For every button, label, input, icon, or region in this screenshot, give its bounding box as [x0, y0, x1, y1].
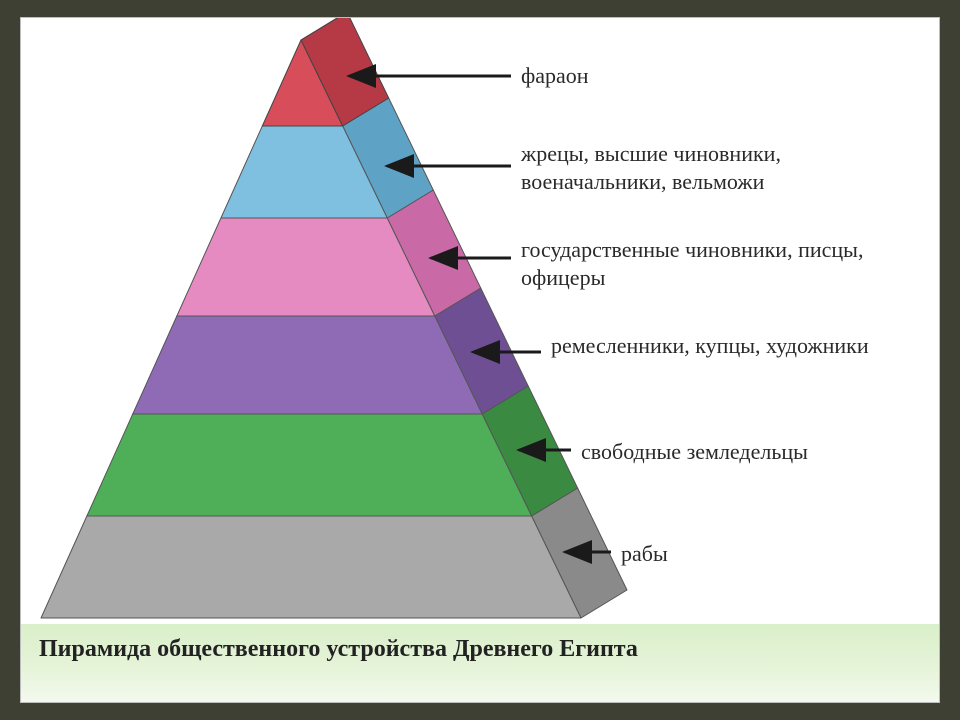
diagram-caption: Пирамида общественного устройства Древне… — [39, 634, 921, 664]
level-label: жрецы, высшие чиновники, военачальники, … — [521, 140, 921, 195]
level-label: ремесленники, купцы, художники — [551, 332, 869, 360]
level-label: фараон — [521, 62, 589, 90]
level-label: рабы — [621, 540, 668, 568]
level-label: свободные земледельцы — [581, 438, 808, 466]
pyramid-svg — [21, 18, 941, 638]
pyramid-level — [262, 18, 388, 126]
caption-band: Пирамида общественного устройства Древне… — [21, 624, 939, 702]
outer-frame: фараон жрецы, высшие чиновники, военачаль… — [0, 0, 960, 720]
level-label: государственные чиновники, писцы, офицер… — [521, 236, 921, 291]
diagram-panel: фараон жрецы, высшие чиновники, военачаль… — [20, 17, 940, 703]
